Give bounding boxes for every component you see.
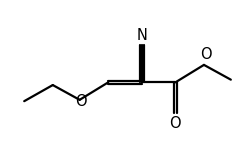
Text: O: O bbox=[76, 94, 87, 109]
Text: N: N bbox=[136, 28, 147, 43]
Text: O: O bbox=[200, 47, 211, 62]
Text: O: O bbox=[170, 116, 181, 131]
